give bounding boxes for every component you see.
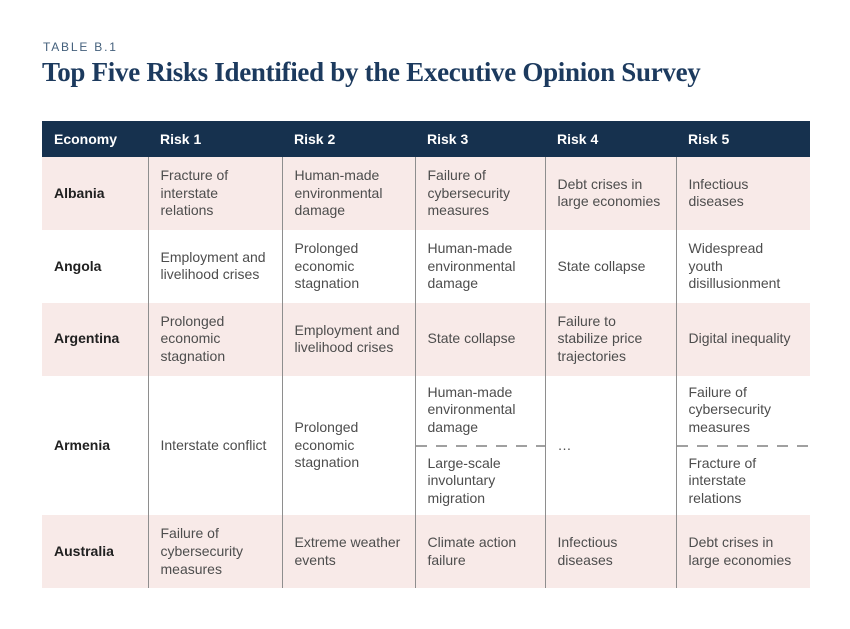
column-header-risk-5: Risk 5 — [676, 121, 810, 157]
column-header-risk-4: Risk 4 — [545, 121, 676, 157]
risk-cell: Widespread youth disillusionment — [675, 229, 810, 303]
risk-cell: Digital inequality — [675, 302, 810, 376]
risk-cell-tied: Human-made environmental damage Large-sca… — [414, 375, 545, 516]
risk-cell: Infectious diseases — [544, 515, 676, 589]
risk-cell: Climate action failure — [414, 515, 545, 589]
economy-cell: Australia — [54, 543, 114, 559]
risk-cell: Failure of cybersecurity measures — [414, 157, 545, 230]
risk-cell: Employment and livelihood crises — [147, 229, 282, 303]
risk-text: Failure of cybersecurity measures — [688, 383, 771, 435]
risk-cell: Human-made environmental damage — [414, 229, 545, 303]
tie-dashed-divider — [676, 444, 810, 447]
risk-text: Fracture of interstate relations — [688, 454, 757, 506]
risk-cell: Failure to stabilize price trajectories — [544, 302, 676, 376]
table-row-angola: Angola Employment and livelihood crises Pr… — [42, 229, 810, 303]
risk-cell: Human-made environmental damage — [281, 157, 415, 230]
risk-cell: … — [544, 375, 676, 516]
risk-cell: Infectious diseases — [675, 157, 810, 230]
risk-cell: Debt crises in large economies — [544, 157, 676, 230]
risk-cell: Failure of cybersecurity measures — [147, 515, 282, 589]
risk-cell: Prolonged economic stagnation — [281, 229, 415, 303]
risk-cell: Debt crises in large economies — [675, 515, 810, 589]
risk-cell-tied: Failure of cybersecurity measures Fractur… — [675, 375, 810, 516]
risk-cell: Fracture of interstate relations — [147, 157, 282, 230]
table-label: TABLE B.1 — [43, 40, 118, 54]
economy-cell: Argentina — [54, 330, 120, 347]
column-header-risk-2: Risk 2 — [282, 121, 415, 157]
risk-text: Human-made environmental damage — [427, 383, 516, 435]
risk-text: Large-scale involuntary migration — [427, 454, 501, 506]
risk-cell: Interstate conflict — [147, 375, 282, 516]
column-header-economy: Economy — [42, 121, 148, 157]
column-header-risk-1: Risk 1 — [148, 121, 282, 157]
risks-table: Economy Risk 1 Risk 2 Risk 3 Risk 4 Risk 5 Al… — [42, 121, 810, 589]
table-row-australia: Australia Failure of cybersecurity measur… — [42, 515, 810, 589]
tie-dashed-divider — [415, 444, 545, 447]
page-title: Top Five Risks Identified by the Executi… — [42, 57, 701, 87]
risk-cell: Extreme weather events — [281, 515, 415, 589]
risk-cell: Prolonged economic stagnation — [147, 302, 282, 376]
header-row: Economy Risk 1 Risk 2 Risk 3 Risk 4 Risk 5 — [42, 121, 810, 157]
table-header: Economy Risk 1 Risk 2 Risk 3 Risk 4 Risk 5 — [42, 121, 810, 157]
tied-risks: Human-made environmental damage Large-sca… — [415, 376, 545, 516]
risk-cell: Employment and livelihood crises — [281, 302, 415, 376]
table-row-argentina: Argentina Prolonged economic stagnation Em… — [42, 302, 810, 376]
economy-cell: Angola — [54, 257, 102, 274]
risk-cell: State collapse — [414, 302, 545, 376]
table-row-albania: Albania Fracture of interstate relations H… — [42, 157, 810, 230]
tied-risks: Failure of cybersecurity measures Fractur… — [676, 376, 810, 516]
table-body: Albania Fracture of interstate relations H… — [42, 157, 810, 589]
economy-cell: Armenia — [54, 436, 111, 453]
economy-cell: Albania — [54, 184, 105, 201]
risk-cell: Prolonged economic stagnation — [281, 375, 415, 516]
column-header-risk-3: Risk 3 — [415, 121, 545, 157]
risk-cell: State collapse — [544, 229, 676, 303]
table-row-armenia: Armenia Interstate conflict Prolonged econ… — [42, 375, 810, 516]
